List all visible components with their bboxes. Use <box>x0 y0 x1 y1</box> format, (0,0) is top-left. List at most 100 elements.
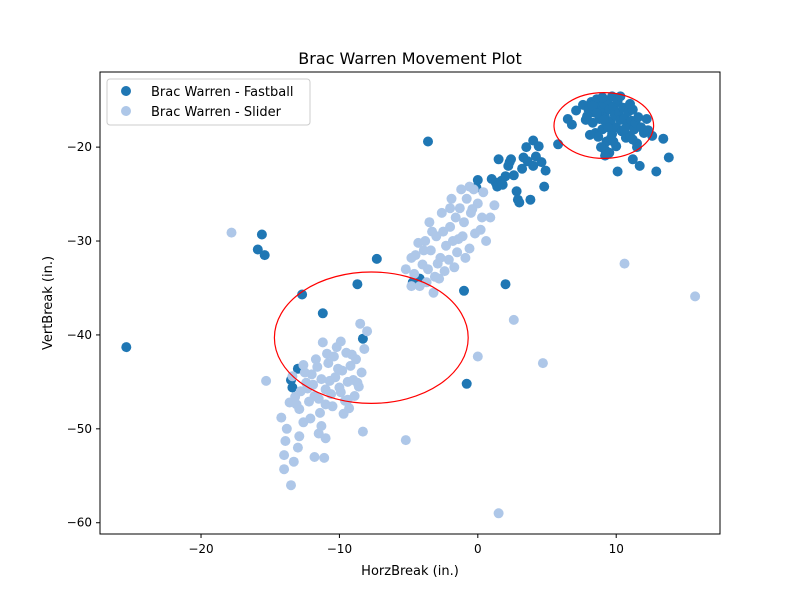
slider-point <box>489 200 500 211</box>
fastball-point <box>528 160 539 171</box>
slider-point <box>478 187 489 198</box>
slider-point <box>443 254 454 265</box>
fastball-point <box>423 136 433 147</box>
slider-point <box>226 227 237 238</box>
fastball-point <box>600 150 611 161</box>
fastball-point <box>508 170 519 181</box>
fastball-point <box>525 194 536 205</box>
slider-point <box>427 226 438 237</box>
slider-point <box>323 358 334 369</box>
slider-point <box>335 387 346 398</box>
slider-point <box>436 207 447 218</box>
fastball-point <box>593 131 604 142</box>
slider-point <box>299 367 310 378</box>
fastball-point <box>591 108 602 119</box>
slider-point <box>312 361 323 372</box>
fastball-point <box>500 279 511 290</box>
fastball-point <box>540 165 551 176</box>
fastball-point <box>627 154 638 165</box>
slider-point <box>320 399 331 410</box>
plot-frame <box>99 71 721 535</box>
fastball-point <box>252 244 263 255</box>
fastball-point <box>121 342 132 353</box>
slider-point <box>319 452 330 463</box>
slider-point <box>356 367 367 378</box>
fastball-point <box>651 166 662 177</box>
slider-point <box>342 394 353 405</box>
slider-point <box>316 421 327 431</box>
fastball-point <box>371 253 382 264</box>
fastball-point <box>571 105 582 116</box>
y-tick-label: −60 <box>67 516 92 530</box>
fastball-point <box>461 378 472 389</box>
legend-marker-fastball <box>121 86 131 96</box>
fastball-point <box>598 114 609 125</box>
slider-point <box>461 193 472 204</box>
slider-point <box>261 375 272 386</box>
slider-point <box>294 431 305 442</box>
x-tick-label: 10 <box>609 542 624 556</box>
fastball-point <box>533 141 544 152</box>
slider-point <box>508 314 519 325</box>
legend-label-slider: Brac Warren - Slider <box>151 105 282 120</box>
slider-point <box>288 456 299 467</box>
fastball-point <box>612 166 623 177</box>
slider-point <box>298 360 309 370</box>
highlight-ellipse-2 <box>553 91 655 160</box>
slider-point <box>464 243 475 254</box>
slider-point <box>352 377 363 388</box>
slider-point <box>359 344 370 354</box>
slider-point <box>281 423 292 434</box>
fastball-point <box>497 179 508 190</box>
fastball-point <box>317 308 328 319</box>
slider-point <box>409 268 420 279</box>
fastball-point <box>256 229 267 240</box>
y-tick-label: −50 <box>67 422 92 436</box>
slider-point <box>449 262 460 273</box>
fastball-point <box>619 124 630 135</box>
fastball-point <box>658 133 669 144</box>
legend-box <box>106 78 311 126</box>
x-axis-label: HorzBreak (in.) <box>361 564 459 579</box>
fastball-point <box>582 111 593 122</box>
slider-point <box>432 258 443 269</box>
slider-point <box>418 245 429 256</box>
slider-point <box>328 351 339 362</box>
fastball-point <box>521 142 532 153</box>
fastball-point <box>287 382 298 393</box>
y-tick-label: −30 <box>67 234 92 248</box>
slider-point <box>428 287 439 298</box>
slider-point <box>423 264 433 275</box>
slider-point <box>464 181 475 192</box>
slider-point <box>320 433 331 444</box>
slider-point <box>493 508 504 519</box>
slider-point <box>305 413 316 424</box>
slider-point <box>317 337 328 348</box>
chart-title: Brac Warren Movement Plot <box>298 49 521 68</box>
slider-point <box>450 212 461 223</box>
slider-point <box>309 452 320 462</box>
fastball-point <box>596 142 606 153</box>
y-tick-label: −20 <box>67 140 92 154</box>
legend-marker-slider <box>121 106 131 116</box>
fastball-point <box>472 175 483 185</box>
fastball-point <box>459 285 469 296</box>
slider-point <box>424 217 435 228</box>
fastball-point <box>608 136 619 147</box>
slider-point <box>313 393 324 404</box>
slider-point <box>341 347 352 358</box>
fastball-point <box>297 289 308 300</box>
slider-point <box>452 247 463 258</box>
fastball-point <box>357 333 368 344</box>
fastball-point <box>553 139 564 150</box>
fastball-point <box>500 171 511 182</box>
slider-point <box>467 204 478 215</box>
x-tick-label: 0 <box>474 542 482 556</box>
slider-point <box>316 374 327 385</box>
slider-point <box>338 408 349 419</box>
fastball-point <box>663 152 674 163</box>
slider-point <box>481 236 492 246</box>
fastball-point <box>633 112 644 123</box>
slider-point <box>406 252 417 263</box>
